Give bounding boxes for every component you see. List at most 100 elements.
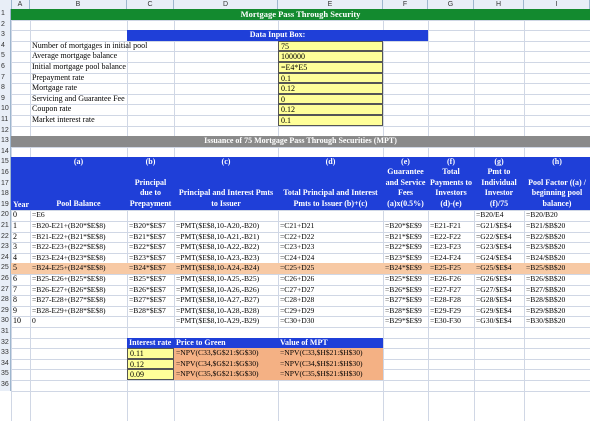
table-cell-g[interactable]: =G26/$E$4: [476, 274, 512, 283]
column-letter-d[interactable]: (d): [278, 157, 383, 168]
year-cell[interactable]: 5: [11, 263, 30, 274]
table-cell-e[interactable]: =B23*$E$9: [385, 252, 422, 262]
table-cell-h[interactable]: =B21/$B$20: [526, 221, 566, 230]
row-header-16[interactable]: 16: [0, 168, 11, 179]
table-cell-f[interactable]: =E27-F27: [430, 284, 461, 294]
table-cell-d[interactable]: =C26+D26: [280, 274, 315, 283]
row-header-22[interactable]: 22: [0, 231, 11, 243]
table-cell-e[interactable]: =B25*$E$9: [385, 274, 422, 283]
input-label[interactable]: Initial mortgage pool balance: [32, 62, 126, 71]
table-cell-c[interactable]: =PMT($E$8,10-A28,-B28): [176, 305, 260, 315]
input-value-field[interactable]: 75: [278, 40, 383, 52]
row-header-21[interactable]: 21: [0, 221, 11, 232]
table-cell-d[interactable]: =C27+D27: [280, 284, 315, 294]
table-cell-c[interactable]: =PMT($E$8,10-A21,-B21): [176, 231, 260, 241]
table-cell-g[interactable]: =G22/$E$4: [476, 231, 512, 241]
table-cell-g[interactable]: =G30/$E$4: [476, 316, 512, 326]
table-cell-f[interactable]: [428, 210, 474, 221]
row-header-13[interactable]: 13: [0, 136, 11, 147]
year-cell[interactable]: 4: [13, 252, 17, 262]
table-cell-h[interactable]: =B20/B20: [526, 210, 558, 220]
row-header-28[interactable]: 28: [0, 295, 11, 306]
table-cell-f[interactable]: =E22-F22: [430, 231, 461, 241]
table-cell-b[interactable]: [127, 210, 174, 221]
input-label[interactable]: Prepayment rate: [32, 72, 85, 82]
row-header-3[interactable]: 3: [0, 30, 11, 41]
table-cell-a[interactable]: =B26-E27+(B26*$E$8): [32, 284, 106, 294]
column-heading-d[interactable]: Total Principal and Interest Pmts to Iss…: [278, 168, 383, 211]
table-cell-a[interactable]: =B20-E21+(B20*$E$8): [32, 221, 106, 230]
table-cell-g[interactable]: =G25/$E$4: [474, 263, 524, 274]
table-cell-d[interactable]: =C21+D21: [280, 221, 315, 230]
year-cell[interactable]: 8: [13, 295, 17, 305]
table-cell-h[interactable]: =B30/$B$20: [526, 316, 566, 326]
year-cell[interactable]: 10: [13, 316, 21, 326]
table-cell-c[interactable]: =PMT($E$8,10-A29,-B29): [176, 316, 260, 326]
year-header[interactable]: Year: [11, 199, 30, 211]
table-cell-e[interactable]: =B24*$E$9: [383, 263, 428, 274]
table-cell-b[interactable]: =B24*$E$7: [127, 263, 174, 274]
table-cell-e[interactable]: =B22*$E$9: [385, 242, 422, 252]
row-header-31[interactable]: 31: [0, 327, 11, 338]
input-label[interactable]: Average mortgage balance: [32, 51, 118, 61]
table-cell-h[interactable]: =B27/$B$20: [526, 284, 566, 294]
npv-header-0[interactable]: Interest rate: [127, 337, 174, 349]
column-letter-g[interactable]: (g): [474, 157, 524, 168]
row-header-15[interactable]: 15: [0, 157, 11, 168]
table-cell-c[interactable]: =PMT($E$8,10-A20,-B20): [176, 221, 260, 230]
table-cell-h[interactable]: =B22/$B$20: [526, 231, 566, 241]
table-cell-g[interactable]: =B20/E4: [476, 210, 504, 220]
column-heading-h[interactable]: Pool Factor ((a) / beginning pool balanc…: [524, 168, 590, 211]
table-cell-h[interactable]: =B24/$B$20: [526, 252, 566, 262]
table-cell-e[interactable]: =B27*$E$9: [385, 295, 422, 305]
table-cell-d[interactable]: =C28+D28: [280, 295, 315, 305]
table-cell-h[interactable]: =B25/$B$20: [524, 263, 590, 274]
table-cell-g[interactable]: =G21/$E$4: [476, 221, 512, 230]
table-cell-b[interactable]: =B23*$E$7: [129, 252, 166, 262]
npv-rate-field[interactable]: 0.11: [127, 348, 174, 359]
input-value-field[interactable]: 100000: [278, 51, 383, 62]
year-cell[interactable]: 1: [13, 221, 17, 230]
table-cell-b[interactable]: =B25*$E$7: [129, 274, 166, 283]
table-cell-c[interactable]: [174, 210, 278, 221]
table-cell-e[interactable]: [383, 210, 428, 221]
table-cell-a[interactable]: =B24-E25+(B24*$E$8): [30, 263, 127, 274]
year-header-spacer[interactable]: [11, 157, 30, 200]
sheet-title[interactable]: Mortgage Pass Through Security: [11, 9, 590, 20]
row-header-9[interactable]: 9: [0, 93, 11, 105]
year-cell[interactable]: 0: [13, 210, 17, 220]
row-header-30[interactable]: 30: [0, 316, 11, 327]
table-cell-c[interactable]: =PMT($E$8,10-A24,-B24): [174, 263, 278, 274]
row-header-8[interactable]: 8: [0, 83, 11, 94]
table-cell-f[interactable]: =E25-F25: [428, 263, 474, 274]
row-header-7[interactable]: 7: [0, 72, 11, 84]
year-cell[interactable]: 7: [13, 284, 17, 294]
column-letter-c[interactable]: (c): [174, 157, 278, 168]
column-header-C[interactable]: C: [127, 0, 174, 9]
column-header-H[interactable]: H: [474, 0, 524, 9]
input-label[interactable]: Number of mortgages in initial pool: [32, 40, 148, 50]
row-header-10[interactable]: 10: [0, 104, 11, 115]
row-header-34[interactable]: 34: [0, 358, 11, 370]
table-cell-h[interactable]: =B23/$B$20: [526, 242, 566, 252]
table-cell-b[interactable]: [127, 316, 174, 327]
row-header-27[interactable]: 27: [0, 284, 11, 296]
table-cell-d[interactable]: =C25+D25: [278, 263, 383, 274]
year-cell[interactable]: 3: [13, 242, 17, 252]
column-heading-e[interactable]: Guarantee and Service Fees (a)x(0.5%): [383, 168, 428, 211]
issuance-title[interactable]: Issuance of 75 Mortgage Pass Through Sec…: [11, 136, 590, 147]
row-header-17[interactable]: 17: [0, 178, 11, 190]
npv-header-1[interactable]: Price to Green: [174, 337, 278, 349]
column-header-E[interactable]: E: [278, 0, 383, 9]
npv-rate-field[interactable]: 0.12: [127, 358, 174, 370]
column-header-G[interactable]: G: [428, 0, 474, 9]
row-header-11[interactable]: 11: [0, 115, 11, 126]
npv-value-cell[interactable]: =NPV(C35,$H$21:$H$30): [278, 369, 383, 380]
table-cell-a[interactable]: =B28-E29+(B28*$E$8): [32, 305, 106, 315]
column-letter-f[interactable]: (f): [428, 157, 474, 168]
table-cell-c[interactable]: =PMT($E$8,10-A26,-B26): [176, 284, 260, 294]
input-label[interactable]: Servicing and Guarantee Fee: [32, 93, 125, 103]
table-cell-f[interactable]: =E28-F28: [430, 295, 461, 305]
table-cell-d[interactable]: =C24+D24: [280, 252, 315, 262]
